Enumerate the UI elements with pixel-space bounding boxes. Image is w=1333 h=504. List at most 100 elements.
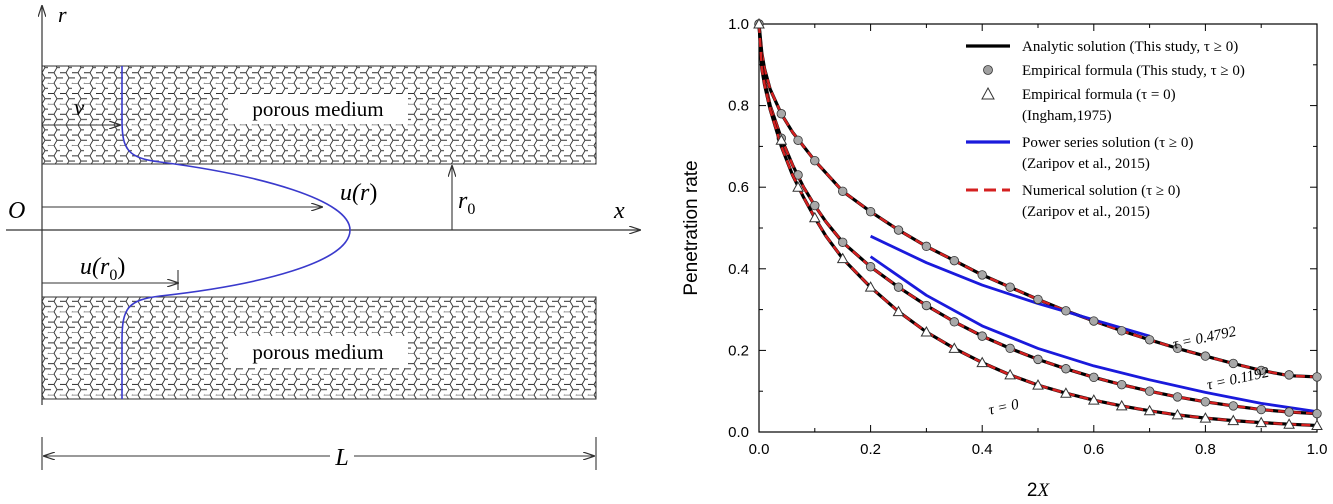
porous-label-top: porous medium: [252, 97, 383, 121]
y-tick-label: 0.0: [728, 424, 749, 441]
channel-schematic: porous medium porous medium r x O v u(r)…: [6, 2, 640, 471]
chart-series: [753, 17, 1323, 430]
legend-label: Empirical formula (This study, τ ≥ 0): [1022, 63, 1245, 79]
circle-marker: [1256, 404, 1266, 415]
circle-marker: [893, 282, 904, 292]
chart-legend: Analytic solution (This study, τ ≥ 0) Emp…: [966, 39, 1245, 220]
triangle-marker: [1004, 368, 1016, 380]
circle-marker: [949, 317, 960, 327]
circle-marker: [1116, 379, 1127, 390]
legend-label-sub: (Zaripov et al., 2015): [1022, 204, 1150, 220]
triangle-marker: [1115, 399, 1128, 411]
x-tick-label: 0.8: [1195, 441, 1216, 458]
power-series-line: [869, 255, 1318, 413]
circle-marker: [1228, 358, 1239, 369]
y-tick-label: 0.2: [728, 342, 749, 359]
triangle-marker: [1060, 387, 1072, 398]
numerical-solution-line: [757, 23, 1318, 415]
penetration-chart: 0.0 0.2 0.4 0.6 0.8 1.0 0.0 0.2 0.4 0.6 0.8 1.0 τ =…: [681, 16, 1327, 501]
tau-curve-label: τ = 0.4792: [1171, 324, 1238, 353]
y-tick-label: 0.8: [728, 98, 749, 115]
circle-marker: [921, 300, 932, 311]
length-label: L: [334, 445, 348, 471]
circle-marker: [921, 241, 932, 252]
circle-marker: [1284, 370, 1294, 380]
triangle-marker: [1311, 419, 1323, 430]
circle-marker: [865, 206, 876, 217]
origin-label: O: [8, 198, 25, 224]
circle-marker: [1228, 401, 1239, 411]
circle-marker: [1033, 294, 1043, 305]
r-axis-label: r: [58, 2, 67, 27]
y-tick-label: 0.6: [728, 179, 749, 196]
triangle-marker: [920, 326, 933, 337]
tau-curve-label: τ = 0: [987, 397, 1021, 419]
legend-label: Power series solution (τ ≥ 0): [1022, 135, 1193, 151]
porous-label-bg-top: [228, 94, 408, 124]
circle-marker: [977, 270, 987, 280]
circle-marker: [1172, 392, 1183, 402]
circle-marker: [1312, 408, 1322, 419]
circle-marker: [838, 237, 848, 247]
x-tick-label: 0.4: [972, 441, 993, 458]
circle-marker: [1256, 365, 1266, 376]
legend-label-sub: (Zaripov et al., 2015): [1022, 156, 1150, 172]
centerline-velocity-label: u(r): [340, 180, 377, 206]
circle-marker: [1005, 343, 1015, 354]
triangle-marker: [836, 252, 849, 264]
circle-marker: [776, 109, 787, 119]
triangle-marker: [792, 181, 804, 192]
triangle-marker: [1032, 379, 1044, 390]
legend-triangle-swatch: [981, 86, 995, 100]
y-tick-label: 1.0: [728, 16, 749, 33]
circle-marker: [1116, 326, 1127, 336]
x-axis-label: x: [613, 198, 625, 224]
circle-marker: [1005, 282, 1015, 292]
circle-marker: [838, 186, 848, 196]
circle-marker: [1033, 354, 1043, 365]
circle-marker: [810, 200, 820, 211]
circle-marker: [893, 225, 904, 235]
chart-ticks: 0.0 0.2 0.4 0.6 0.8 1.0 0.0 0.2 0.4 0.6 0.8 1.0: [728, 16, 1327, 458]
y-axis-title: Penetration rate: [681, 160, 702, 295]
legend-circle-swatch: [983, 65, 993, 75]
y-tick-label: 0.4: [728, 261, 749, 278]
circle-marker: [1061, 306, 1071, 316]
circle-marker: [1172, 343, 1183, 354]
x-tick-label: 1.0: [1307, 441, 1328, 458]
circle-marker: [810, 155, 820, 166]
plot-frame: [758, 23, 1318, 433]
x-tick-label: 0.2: [860, 441, 881, 458]
legend-label-sub: (Ingham,1975): [1022, 108, 1112, 124]
triangle-marker: [1171, 408, 1184, 420]
interface-velocity-label: u(r0): [80, 254, 125, 284]
circle-marker: [977, 331, 987, 341]
triangle-marker: [775, 134, 788, 145]
triangle-marker: [976, 356, 989, 368]
legend-label: Empirical formula (τ = 0): [1022, 87, 1176, 103]
triangle-marker: [1087, 394, 1100, 405]
circle-marker: [1200, 397, 1211, 407]
x-axis-title: 2X: [1027, 480, 1051, 501]
length-label-bg: [330, 442, 354, 468]
circle-marker: [865, 262, 876, 272]
circle-marker: [1089, 372, 1099, 383]
x-tick-label: 0.6: [1083, 441, 1104, 458]
circle-marker: [949, 255, 960, 266]
triangle-marker: [1227, 414, 1240, 426]
tau-curve-label: τ = 0.1192: [1206, 365, 1272, 394]
triangle-marker: [948, 342, 961, 353]
triangle-marker: [753, 17, 765, 29]
triangle-marker: [1143, 404, 1156, 416]
triangle-marker: [864, 281, 877, 292]
circle-marker: [1061, 364, 1071, 374]
triangle-marker: [1255, 416, 1268, 428]
radius-label: r0: [458, 188, 475, 218]
circle-marker: [793, 135, 803, 145]
triangle-marker: [1199, 412, 1212, 423]
circle-marker: [1089, 316, 1099, 326]
triangle-marker: [1283, 418, 1295, 429]
circle-marker: [1312, 372, 1322, 382]
slip-velocity-label: v: [74, 95, 85, 120]
x-tick-label: 0.0: [749, 441, 770, 458]
